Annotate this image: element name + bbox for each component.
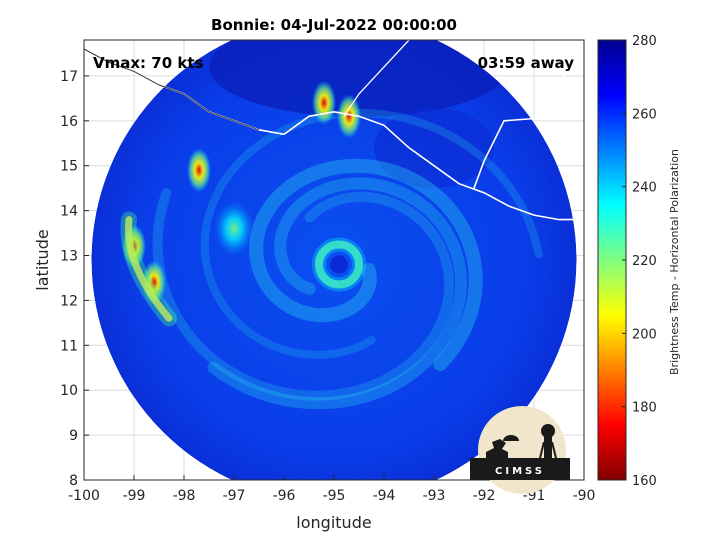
spiral-band — [249, 158, 483, 371]
y-tick-label: 8 — [69, 473, 78, 489]
x-tick-label: -90 — [573, 488, 596, 504]
y-tick-label: 13 — [60, 249, 78, 265]
border-path — [343, 40, 410, 117]
x-tick-label: -96 — [273, 488, 296, 504]
y-tick-label: 10 — [60, 383, 78, 399]
x-tick-label: -98 — [173, 488, 196, 504]
logo-text: CIMSS — [495, 466, 545, 477]
y-tick-label: 16 — [60, 114, 78, 130]
eye — [330, 255, 348, 274]
convective-cell — [214, 200, 254, 257]
coastline-outside — [84, 48, 260, 131]
convective-cell — [187, 148, 211, 193]
x-axis-label: longitude — [296, 513, 371, 532]
x-tick-label: -100 — [68, 488, 100, 504]
rainband-glow — [120, 211, 177, 327]
y-tick-label: 11 — [60, 338, 78, 354]
vmax-annotation: Vmax: 70 kts — [93, 54, 203, 72]
colorbar-tick-label: 220 — [632, 254, 657, 269]
cimss-logo: CIMSS — [470, 406, 570, 494]
x-tick-label: -94 — [373, 488, 396, 504]
eyewall — [315, 240, 363, 289]
x-tick-label: -99 — [123, 488, 146, 504]
spiral-band — [152, 188, 455, 401]
convective-cell — [337, 94, 361, 139]
y-tick-label: 17 — [60, 69, 78, 85]
colorbar-tick-label: 200 — [632, 327, 657, 342]
y-axis-label: latitude — [33, 229, 52, 290]
spiral-band — [200, 108, 543, 359]
eyewall-halo — [312, 237, 366, 292]
y-ticks: 8 9 10 11 12 13 14 15 16 17 — [60, 69, 89, 489]
convective-cell — [312, 80, 336, 125]
x-tick-label: -97 — [223, 488, 246, 504]
colorbar-tick-label: 260 — [632, 107, 657, 122]
colorbar — [597, 39, 627, 481]
y-tick-label: 12 — [60, 293, 78, 309]
spiral-band — [207, 177, 467, 410]
x-ticks: -100 -99 -98 -97 -96 -95 -94 -93 -92 -91 -90 — [68, 475, 595, 504]
chart-title: Bonnie: 04-Jul-2022 00:00:00 — [211, 16, 457, 34]
y-tick-label: 9 — [69, 428, 78, 444]
colorbar-tick-label: 160 — [632, 474, 657, 489]
y-tick-label: 14 — [60, 204, 78, 220]
colorbar-label: Brightness Temp - Horizontal Polarizatio… — [668, 149, 681, 375]
x-tick-label: -93 — [423, 488, 446, 504]
cold-land-region — [209, 40, 509, 117]
border-path — [473, 44, 584, 189]
colorbar-tick-label: 240 — [632, 181, 657, 196]
x-tick-label: -95 — [323, 488, 346, 504]
x-tick-label: -92 — [473, 488, 496, 504]
colorbar-tick-label: 180 — [632, 401, 657, 416]
time-away-annotation: 03:59 away — [478, 54, 575, 72]
colorbar-tick-label: 280 — [632, 34, 657, 49]
microwave-swath — [91, 40, 577, 480]
coastline — [84, 40, 584, 221]
rainband-streak — [125, 216, 173, 322]
land-region-east — [374, 107, 494, 188]
y-tick-label: 15 — [60, 159, 78, 175]
colorbar-ticks: 160 180 200 220 240 260 280 — [622, 34, 657, 489]
